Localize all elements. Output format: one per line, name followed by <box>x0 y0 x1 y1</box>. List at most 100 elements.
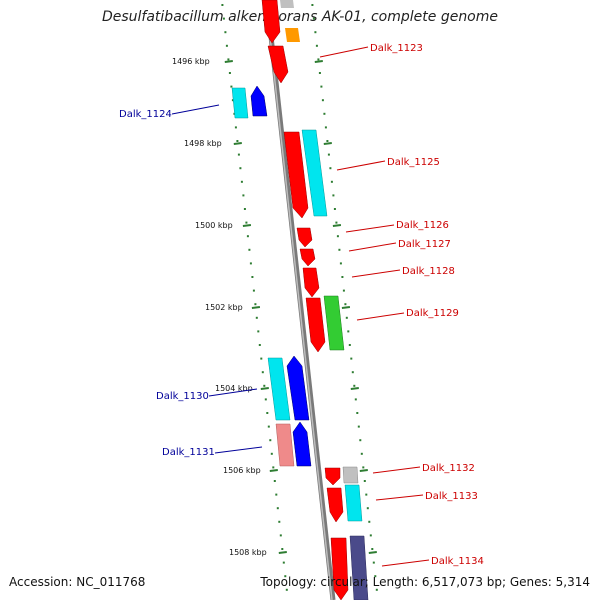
gene-label[interactable]: Dalk_1130 <box>156 391 209 402</box>
minor-tick-right <box>344 303 347 306</box>
minor-tick-right <box>345 316 348 319</box>
gene-cyan[interactable] <box>301 129 328 217</box>
gene-navy[interactable] <box>349 535 369 600</box>
major-tick-right <box>368 551 377 554</box>
leader-line <box>319 46 369 58</box>
minor-tick-right <box>374 575 377 578</box>
minor-tick-left <box>231 99 234 102</box>
minor-tick-left <box>249 262 252 265</box>
minor-tick-left <box>222 17 225 20</box>
genes <box>231 0 369 600</box>
minor-tick-right <box>362 466 365 469</box>
minor-tick-left <box>242 194 245 197</box>
gene-label[interactable]: Dalk_1128 <box>402 266 455 277</box>
minor-tick-left <box>285 588 288 591</box>
major-tick-left <box>269 469 278 472</box>
minor-tick-right <box>315 44 318 47</box>
gene-dalk-1134[interactable] <box>330 537 349 600</box>
minor-tick-right <box>338 248 341 251</box>
gene-gray[interactable] <box>342 466 359 484</box>
minor-tick-left <box>243 208 246 210</box>
leader-line <box>336 160 386 171</box>
accession-text: Accession: NC_011768 <box>9 575 146 589</box>
gene-label[interactable]: Dalk_1129 <box>406 308 459 319</box>
gene-label[interactable]: Dalk_1127 <box>398 239 451 250</box>
minor-tick-right <box>314 31 317 34</box>
genome-summary-text: Topology: circular; Length: 6,517,073 bp… <box>260 575 590 589</box>
gene-dalk-1133[interactable] <box>326 487 344 523</box>
gene-label[interactable]: Dalk_1132 <box>422 463 475 474</box>
gene-dalk-1129[interactable] <box>305 297 326 353</box>
major-tick-right <box>332 224 342 227</box>
minor-tick-left <box>261 371 264 374</box>
minor-tick-left <box>248 248 251 251</box>
minor-tick-left <box>240 180 243 183</box>
minor-tick-left <box>269 439 272 442</box>
gene-label[interactable]: Dalk_1134 <box>431 556 484 567</box>
minor-tick-right <box>339 262 342 265</box>
minor-tick-left <box>255 316 258 319</box>
minor-tick-left <box>246 235 249 238</box>
minor-tick-left <box>281 548 284 550</box>
gene-dalk-1125[interactable] <box>283 131 309 219</box>
minor-tick-left <box>270 452 273 455</box>
gene-dalk-1123[interactable] <box>267 45 289 84</box>
minor-tick-right <box>348 344 351 346</box>
minor-tick-left <box>258 344 261 346</box>
minor-tick-right <box>321 99 324 102</box>
gene-label[interactable]: Dalk_1123 <box>370 43 423 54</box>
minor-tick-right <box>312 17 315 20</box>
tick-label: 1496 kbp <box>172 57 210 66</box>
gene-arrow-red[interactable] <box>261 0 281 44</box>
minor-tick-left <box>239 167 242 170</box>
minor-tick-left <box>273 480 276 482</box>
minor-tick-right <box>318 72 321 74</box>
gene-arrow-gray[interactable] <box>280 0 294 8</box>
gene-dalk-1127[interactable] <box>299 248 316 267</box>
gene-label[interactable]: Dalk_1126 <box>396 220 449 231</box>
gene-dalk-1124-cyan[interactable] <box>231 87 249 119</box>
minor-tick-left <box>236 140 239 142</box>
gene-labels: Dalk_1123 Dalk_1124 Dalk_1125 Dalk_1126 … <box>119 43 484 567</box>
genome-backbone <box>264 0 336 600</box>
gene-cyan[interactable] <box>344 484 363 522</box>
leader-lines <box>171 46 430 567</box>
minor-tick-right <box>368 520 371 523</box>
minor-tick-right <box>351 371 354 374</box>
leader-line <box>171 104 220 115</box>
leader-line <box>214 446 263 454</box>
minor-tick-right <box>335 221 338 224</box>
gene-dalk-1130[interactable] <box>286 355 310 421</box>
minor-tick-left <box>254 303 257 306</box>
gene-label[interactable]: Dalk_1125 <box>387 157 440 168</box>
gene-dalk-1128[interactable] <box>302 267 320 298</box>
major-tick-left <box>260 387 269 390</box>
minor-tick-left <box>279 534 282 537</box>
gene-label[interactable]: Dalk_1133 <box>425 491 478 502</box>
tick-label: 1500 kbp <box>195 221 233 230</box>
minor-tick-left <box>237 153 240 156</box>
minor-tick-right <box>341 276 344 278</box>
gene-dalk-1124[interactable] <box>250 85 268 117</box>
minor-tick-right <box>356 412 359 414</box>
minor-tick-left <box>260 357 263 360</box>
minor-tick-right <box>369 534 372 537</box>
gene-dalk-1132[interactable] <box>324 467 341 486</box>
gene-label[interactable]: Dalk_1124 <box>119 109 172 120</box>
leader-line <box>381 559 430 567</box>
gene-dalk-1126[interactable] <box>296 227 313 248</box>
gene-dalk-1131[interactable] <box>292 421 312 467</box>
tick-labels: 1496 kbp 1498 kbp 1500 kbp 1502 kbp 1504… <box>172 57 267 557</box>
gene-label[interactable]: Dalk_1131 <box>162 447 215 458</box>
minor-tick-left <box>251 276 254 278</box>
gene-dalk-1131-pink[interactable] <box>275 423 295 467</box>
minor-tick-left <box>252 289 255 292</box>
minor-tick-right <box>375 588 378 591</box>
gene-arrow-orange[interactable] <box>285 28 300 42</box>
gene-green[interactable] <box>323 295 345 351</box>
tick-label: 1508 kbp <box>229 548 267 557</box>
minor-tick-right <box>326 140 329 142</box>
gene-dalk-1130-cyan[interactable] <box>267 357 291 421</box>
minor-tick-right <box>336 235 339 238</box>
minor-tick-left <box>272 466 275 469</box>
